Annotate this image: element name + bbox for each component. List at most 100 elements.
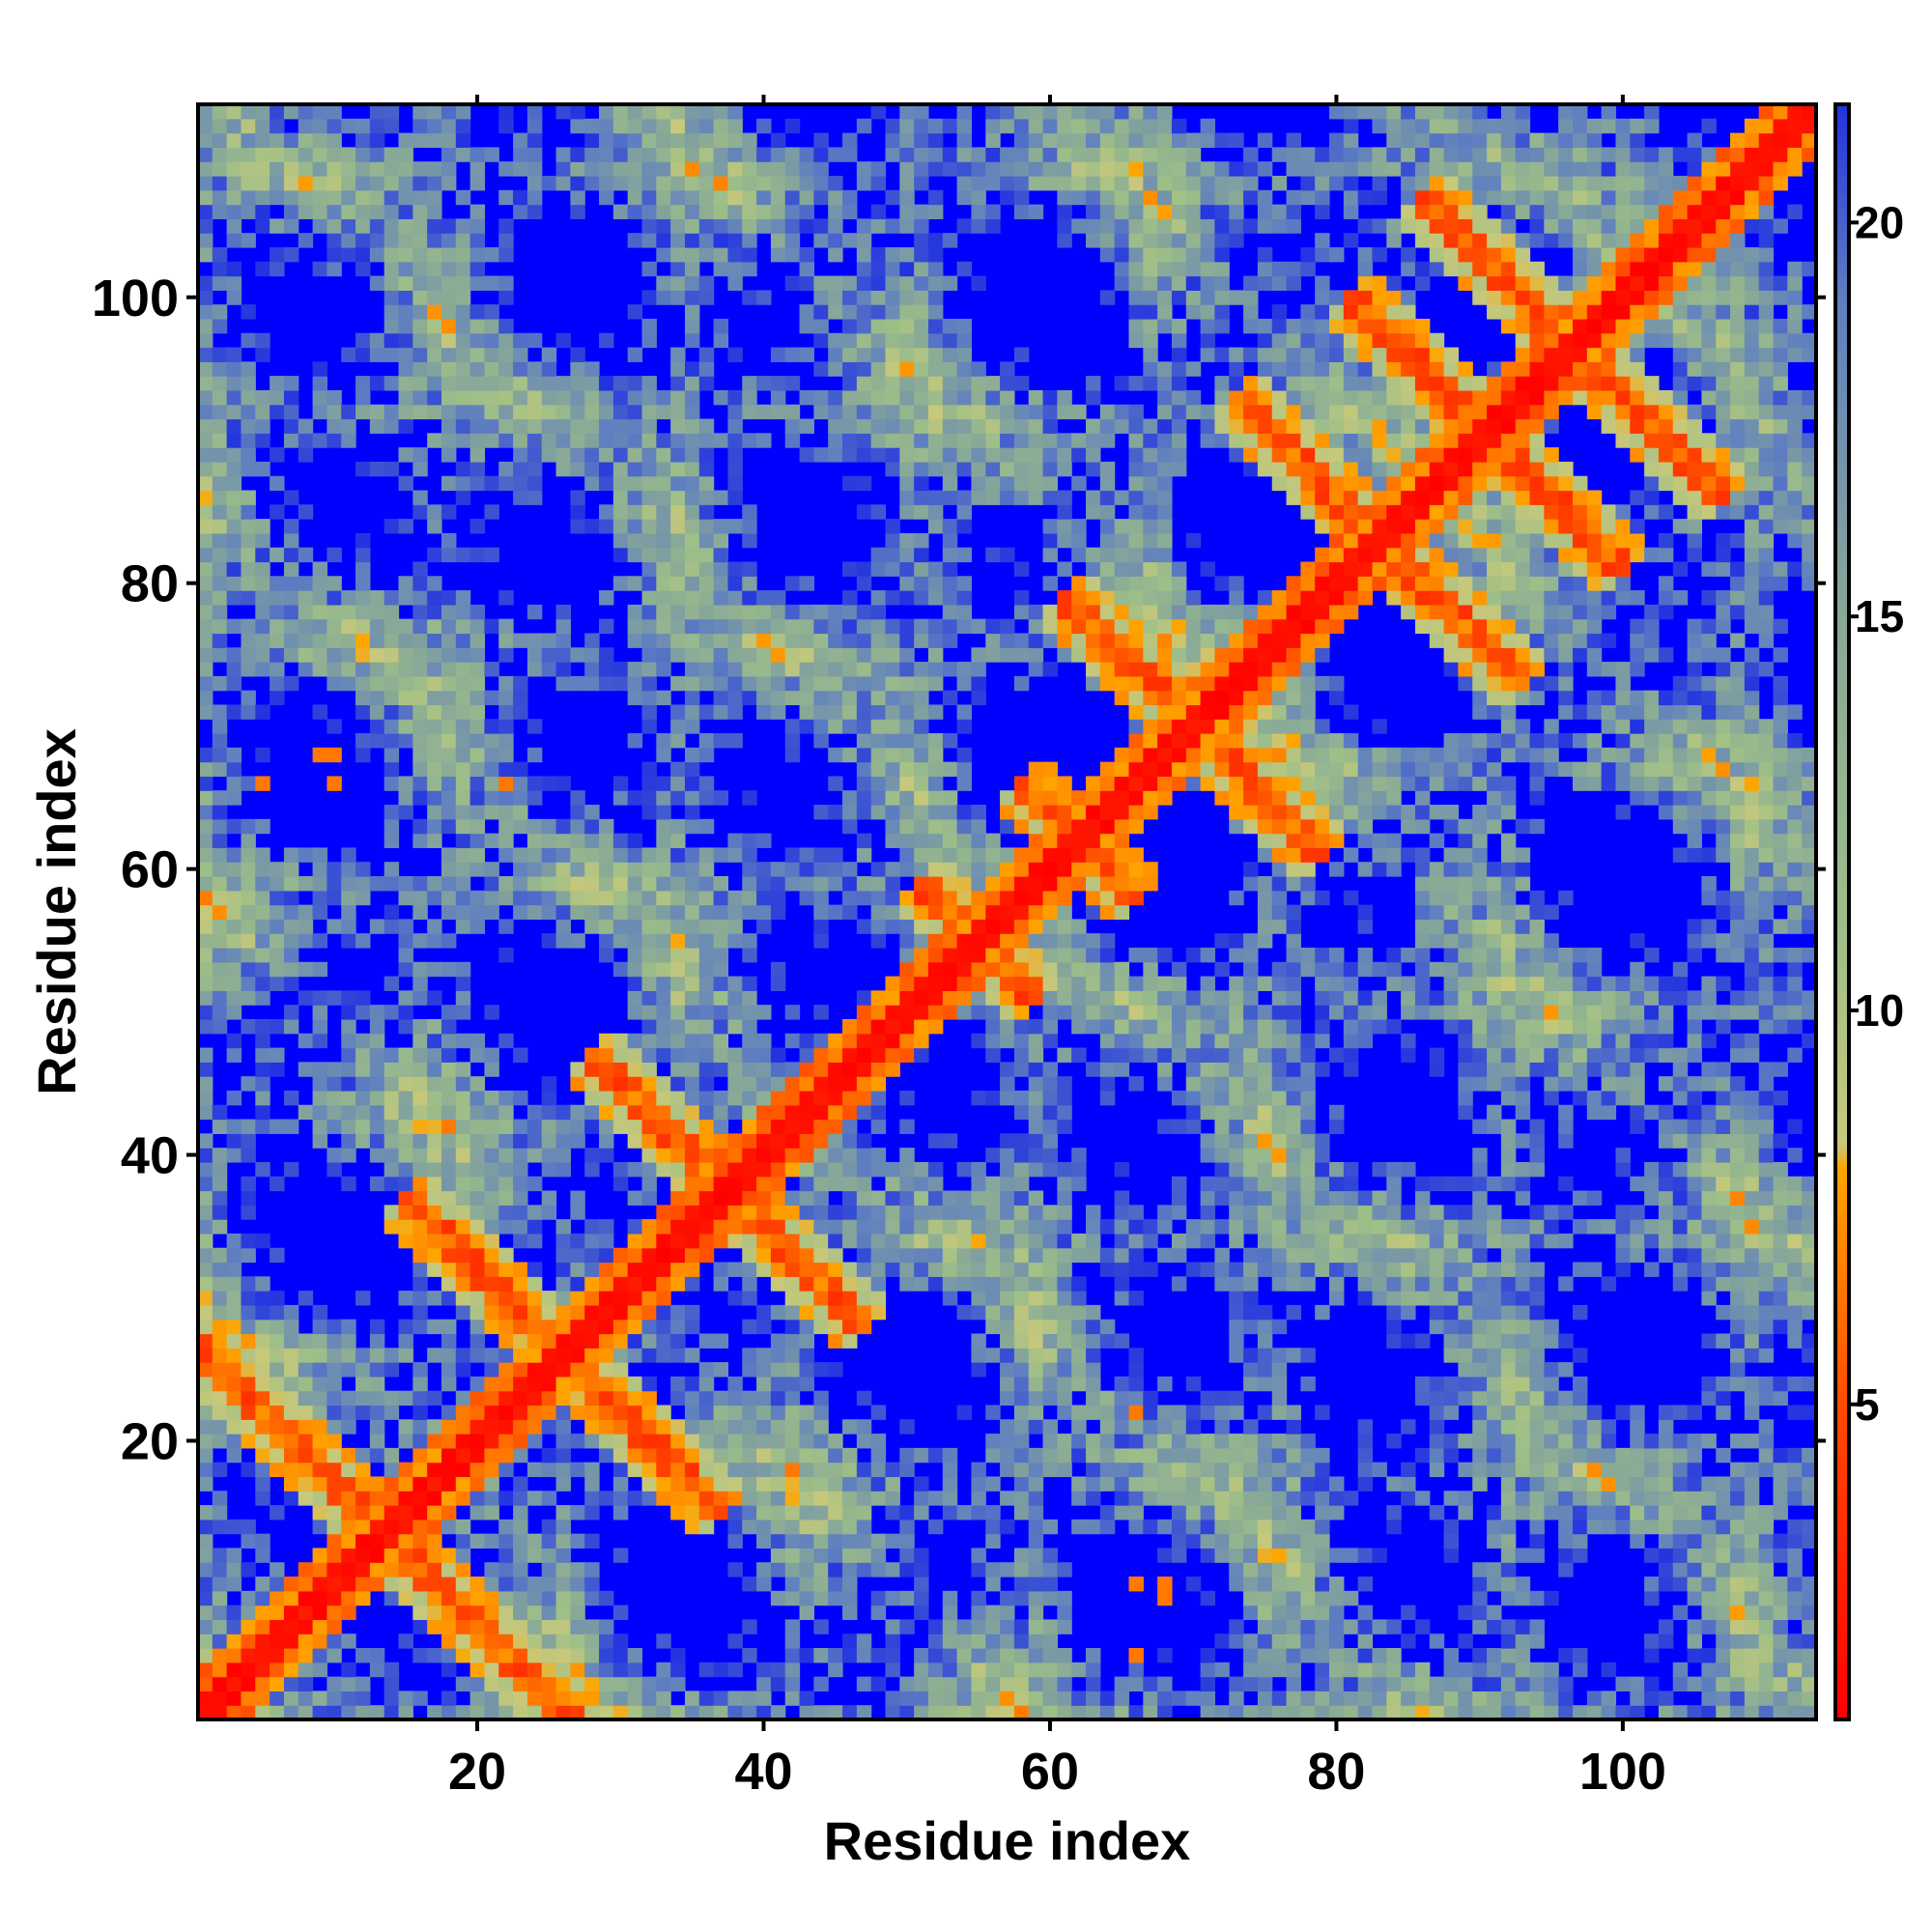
heatmap-cell xyxy=(1114,161,1130,177)
heatmap-cell xyxy=(684,519,700,534)
heatmap-cell xyxy=(270,633,285,648)
heatmap-cell xyxy=(670,976,686,991)
heatmap-cell xyxy=(412,447,428,463)
heatmap-cell xyxy=(226,1033,242,1049)
heatmap-cell xyxy=(670,361,686,377)
heatmap-cell xyxy=(1000,1348,1015,1363)
heatmap-cell xyxy=(355,1462,371,1478)
heatmap-cell xyxy=(612,404,629,420)
heatmap-cell xyxy=(885,447,900,463)
heatmap-cell xyxy=(455,862,471,877)
heatmap-cell xyxy=(956,833,973,849)
heatmap-cell xyxy=(641,604,657,620)
heatmap-cell xyxy=(713,1062,729,1077)
heatmap-cell xyxy=(369,590,385,606)
heatmap-cell xyxy=(870,990,887,1006)
heatmap-cell xyxy=(770,662,786,677)
heatmap-cell xyxy=(942,361,958,377)
heatmap-cell xyxy=(670,604,686,620)
heatmap-cell xyxy=(198,904,213,920)
heatmap-cell xyxy=(670,461,686,477)
heatmap-cell xyxy=(627,1333,643,1349)
heatmap-cell xyxy=(1057,561,1072,577)
heatmap-cell xyxy=(885,1033,900,1049)
heatmap-cell xyxy=(198,161,213,177)
heatmap-cell xyxy=(899,961,915,978)
heatmap-cell xyxy=(985,1190,1001,1206)
heatmap-cell xyxy=(498,1319,514,1335)
heatmap-cell xyxy=(298,189,314,206)
heatmap-cell xyxy=(656,1634,671,1649)
heatmap-cell xyxy=(1114,647,1130,663)
heatmap-cell xyxy=(198,1362,213,1378)
heatmap-cell xyxy=(856,389,872,406)
heatmap-cell xyxy=(484,1491,499,1506)
heatmap-cell xyxy=(455,1648,471,1663)
heatmap-cell xyxy=(469,1405,486,1420)
heatmap-cell xyxy=(440,1205,457,1220)
heatmap-cell xyxy=(670,290,686,305)
heatmap-cells xyxy=(198,104,1817,1720)
heatmap-cell xyxy=(784,1590,801,1606)
heatmap-cell xyxy=(283,1577,299,1592)
heatmap-cell xyxy=(241,147,256,162)
heatmap-cell xyxy=(1086,161,1101,177)
heatmap-cell xyxy=(627,418,643,434)
heatmap-cell xyxy=(198,275,213,291)
heatmap-cell xyxy=(856,275,872,291)
heatmap-cell xyxy=(341,1690,356,1706)
heatmap-cell xyxy=(198,1233,213,1249)
heatmap-cell xyxy=(914,561,929,577)
heatmap-cell xyxy=(513,1161,528,1178)
heatmap-cell xyxy=(1114,761,1130,778)
heatmap-cell xyxy=(226,1390,242,1406)
heatmap-cell xyxy=(627,1247,643,1264)
heatmap-cell xyxy=(398,1190,413,1206)
heatmap-cell xyxy=(298,1590,314,1606)
heatmap-cell xyxy=(813,161,829,177)
heatmap-cell xyxy=(226,1090,242,1106)
heatmap-cell xyxy=(226,147,242,162)
heatmap-cell xyxy=(770,1104,786,1121)
heatmap-cell xyxy=(742,561,757,577)
heatmap-cell xyxy=(612,904,629,920)
heatmap-cell xyxy=(341,189,356,206)
heatmap-cell xyxy=(1057,833,1072,849)
heatmap-cell xyxy=(513,776,528,791)
heatmap-cell xyxy=(1000,1619,1015,1634)
heatmap-cell xyxy=(713,547,729,563)
heatmap-cell xyxy=(627,1434,643,1449)
heatmap-cell xyxy=(455,761,471,778)
heatmap-cell xyxy=(742,519,757,534)
heatmap-cell xyxy=(513,761,528,778)
heatmap-cell xyxy=(1000,1262,1015,1277)
heatmap-cell xyxy=(355,1491,371,1506)
heatmap-cell xyxy=(770,1476,786,1492)
heatmap-cell xyxy=(412,1233,428,1249)
heatmap-cell xyxy=(1057,504,1072,520)
heatmap-cell xyxy=(770,1076,786,1092)
heatmap-cell xyxy=(369,1018,385,1035)
heatmap-cell xyxy=(985,1634,1001,1649)
heatmap-cell xyxy=(1042,532,1058,549)
heatmap-cell xyxy=(270,662,285,677)
heatmap-cell xyxy=(283,1705,299,1720)
heatmap-cell xyxy=(899,1190,915,1206)
heatmap-cell xyxy=(270,590,285,606)
heatmap-cell xyxy=(1099,947,1116,963)
heatmap-cell xyxy=(1028,104,1044,120)
heatmap-cell xyxy=(1114,776,1130,791)
heatmap-cell xyxy=(1086,818,1101,835)
heatmap-cell xyxy=(914,1505,929,1520)
heatmap-cell xyxy=(713,590,729,606)
heatmap-cell xyxy=(899,204,915,219)
heatmap-cell xyxy=(570,1362,585,1378)
heatmap-cell xyxy=(985,1519,1001,1535)
heatmap-cell xyxy=(727,347,743,362)
heatmap-cell xyxy=(1000,1648,1015,1663)
heatmap-cell xyxy=(828,633,843,648)
heatmap-cell xyxy=(484,147,499,162)
heatmap-cell xyxy=(942,890,958,906)
heatmap-cell xyxy=(828,332,843,349)
heatmap-cell xyxy=(570,204,585,219)
